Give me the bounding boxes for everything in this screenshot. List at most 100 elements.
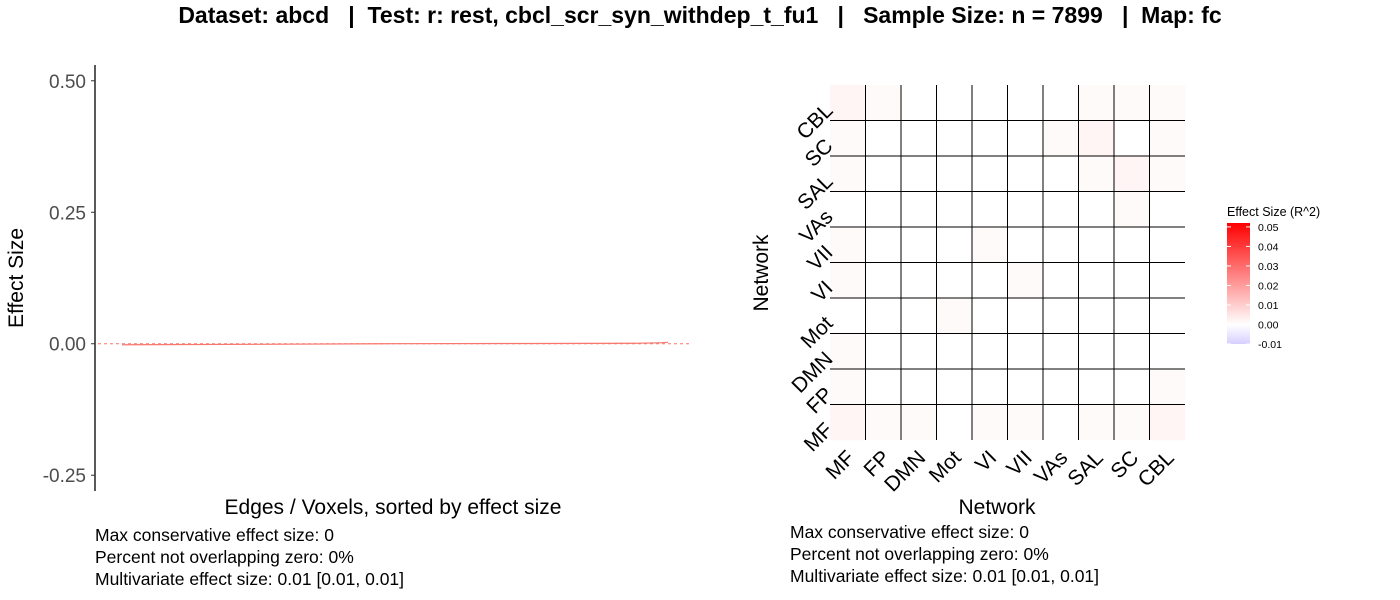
heatmap-cell (1078, 298, 1115, 334)
heatmap-cell (830, 85, 866, 121)
heatmap-cell (936, 369, 973, 405)
heatmap-x-tick-label: CBL (1134, 446, 1179, 491)
heatmap-cell (901, 333, 937, 370)
heatmap-cell (1043, 227, 1079, 263)
heatmap-cell (1114, 85, 1150, 121)
heatmap-cell (901, 298, 937, 334)
colorbar-legend: Effect Size (R^2) 0.050.040.030.020.010.… (1227, 205, 1320, 351)
heatmap-cell (830, 120, 866, 157)
right-stats-panel: Max conservative effect size: 0 Percent … (790, 521, 1099, 587)
heatmap-cell (1078, 156, 1115, 192)
heatmap-cell (936, 262, 973, 299)
legend-ticks: 0.05 0.04 0.03 0.02 0.01 0.00 -0.01 (1227, 222, 1282, 351)
legend-tick-label: 0.03 (1258, 261, 1279, 273)
heatmap-cell (1114, 333, 1150, 370)
heatmap-cell (1043, 404, 1079, 441)
heatmap-cell (1043, 85, 1079, 121)
heatmap-cell (1149, 191, 1186, 228)
colorbar (1227, 223, 1250, 344)
legend-tick-label: 0.04 (1258, 241, 1279, 253)
heatmap-cells (830, 85, 1186, 441)
heatmap-cell (830, 262, 866, 299)
heatmap-cell (1149, 262, 1186, 299)
heatmap-cell (865, 333, 902, 370)
heatmap-cell (972, 404, 1008, 441)
heatmap-x-tick-label: SAL (1063, 446, 1107, 490)
heatmap-cell (865, 227, 902, 263)
legend-tick-label: 0.02 (1258, 280, 1279, 292)
heatmap-cell (1149, 369, 1186, 405)
legend-tick-label: 0.05 (1258, 222, 1279, 234)
heatmap-cell (1114, 262, 1150, 299)
left-stats-panel: Max conservative effect size: 0 Percent … (95, 524, 404, 590)
heatmap-cell (865, 262, 902, 299)
heatmap-cell (865, 120, 902, 157)
heatmap-cell (1043, 262, 1079, 299)
heatmap-cell (1078, 191, 1115, 228)
heatmap-cell (1114, 298, 1150, 334)
heatmap-cell (972, 262, 1008, 299)
effect-size-series-line (121, 341, 669, 346)
heatmap-cell (1114, 404, 1150, 441)
heatmap-y-axis-title: Network (750, 234, 773, 312)
heatmap-cell (901, 262, 937, 299)
left-y-ticks: 0.50 0.25 0.00 -0.25 (43, 72, 95, 487)
heatmap-cell (1043, 120, 1079, 157)
heatmap-cell (972, 369, 1008, 405)
heatmap-cell (901, 191, 937, 228)
heatmap-cell (865, 85, 902, 121)
heatmap-cell (865, 191, 902, 228)
heatmap-cell (1007, 191, 1044, 228)
heatmap-cell (1043, 156, 1079, 192)
heatmap-cell (1007, 369, 1044, 405)
heatmap-cell (1007, 404, 1044, 441)
heatmap-cell (1149, 333, 1186, 370)
heatmap-cell (830, 404, 866, 441)
heatmap-cell (1149, 120, 1186, 157)
heatmap-cell (1114, 227, 1150, 263)
heatmap-cell (1114, 156, 1150, 192)
heatmap-cell (901, 85, 937, 121)
heatmap-cell (1114, 120, 1150, 157)
heatmap-cell (1007, 156, 1044, 192)
heatmap-cell (936, 156, 973, 192)
heatmap-cell (865, 369, 902, 405)
heatmap-cell (1007, 262, 1044, 299)
heatmap-cell (1149, 85, 1186, 121)
heatmap-cell (936, 333, 973, 370)
right-max-conservative: Max conservative effect size: 0 (790, 522, 1029, 542)
heatmap-cell (1078, 227, 1115, 263)
heatmap-cell (901, 227, 937, 263)
heatmap-cell (1078, 333, 1115, 370)
heatmap-cell (1078, 369, 1115, 405)
heatmap-cell (1149, 404, 1186, 441)
heatmap-cell (830, 369, 866, 405)
heatmap-cell (972, 227, 1008, 263)
heatmap-cell (1007, 227, 1044, 263)
heatmap-cell (1078, 120, 1115, 157)
heatmap-cell (1007, 120, 1044, 157)
legend-tick-label: -0.01 (1258, 339, 1282, 351)
heatmap-cell (936, 120, 973, 157)
heatmap-cell (901, 156, 937, 192)
heatmap-cell (901, 369, 937, 405)
heatmap-x-tick-label: MF (822, 446, 860, 484)
heatmap-cell (901, 404, 937, 441)
left-max-conservative: Max conservative effect size: 0 (95, 525, 334, 545)
heatmap-cell (936, 227, 973, 263)
heatmap-cell (1114, 191, 1150, 228)
heatmap-cell (1078, 404, 1115, 441)
heatmap-cell (972, 85, 1008, 121)
heatmap-cell (972, 298, 1008, 334)
legend-title: Effect Size (R^2) (1227, 205, 1320, 219)
left-multivariate: Multivariate effect size: 0.01 [0.01, 0.… (95, 569, 405, 589)
heatmap-cell (1043, 333, 1079, 370)
heatmap-x-tick-label: Mot (925, 446, 966, 487)
heatmap-cell (1078, 262, 1115, 299)
heatmap-cell (936, 298, 973, 334)
heatmap-cell (936, 85, 973, 121)
heatmap-cell (1007, 85, 1044, 121)
heatmap-cell (1078, 85, 1115, 121)
